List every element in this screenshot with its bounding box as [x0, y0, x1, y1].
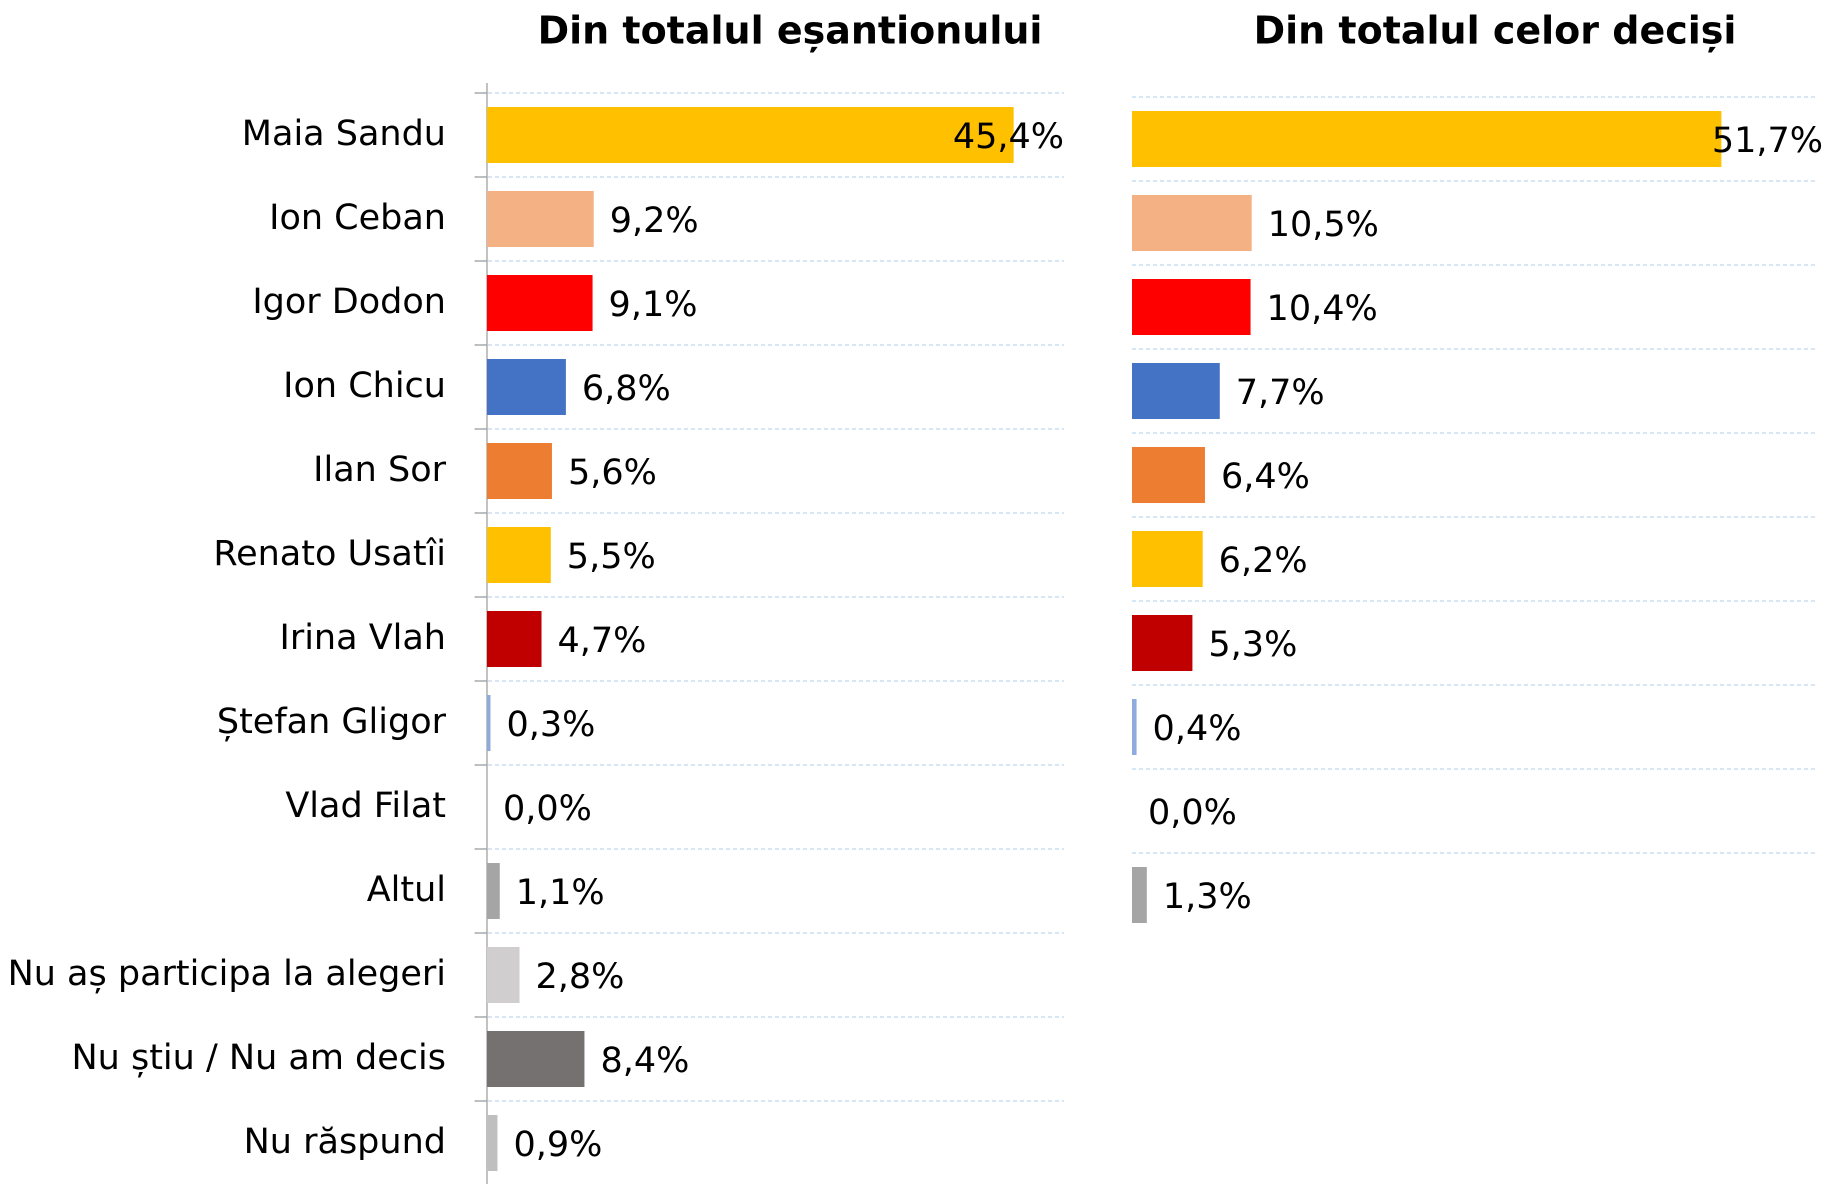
bar	[1132, 531, 1203, 587]
data-label: 1,1%	[516, 873, 605, 913]
bar	[487, 191, 594, 247]
data-label: 10,5%	[1268, 205, 1379, 245]
chart-title: Din totalul eșantionului	[538, 9, 1043, 53]
data-label: 2,8%	[535, 957, 624, 997]
bar	[1132, 867, 1147, 923]
data-label: 0,9%	[513, 1125, 602, 1165]
bar	[1132, 699, 1137, 755]
category-label: Nu aș participa la alegeri	[8, 954, 446, 994]
bar	[487, 695, 491, 751]
category-label: Renato Usatîi	[213, 534, 446, 574]
bar	[487, 275, 593, 331]
category-label: Nu știu / Nu am decis	[71, 1038, 446, 1078]
data-label: 0,0%	[503, 789, 592, 829]
data-label: 6,4%	[1221, 457, 1310, 497]
bar	[1132, 615, 1193, 671]
bar	[487, 359, 566, 415]
data-label: 0,0%	[1148, 793, 1237, 833]
bar	[1132, 195, 1252, 251]
data-label: 5,5%	[567, 537, 656, 577]
data-label: 51,7%	[1712, 121, 1823, 161]
bar	[487, 107, 1014, 163]
category-label: Irina Vlah	[280, 618, 447, 658]
category-label: Ilan Sor	[313, 450, 446, 490]
category-label: Ștefan Gligor	[217, 702, 447, 742]
data-label: 9,1%	[609, 285, 698, 325]
data-label: 10,4%	[1267, 289, 1378, 329]
data-label: 5,6%	[568, 453, 657, 493]
category-label: Ion Ceban	[269, 198, 446, 238]
data-label: 5,3%	[1208, 625, 1297, 665]
bar	[1132, 111, 1722, 167]
category-label: Ion Chicu	[283, 366, 446, 406]
category-label: Vlad Filat	[285, 786, 446, 826]
bar	[487, 611, 542, 667]
data-label: 6,8%	[582, 369, 671, 409]
category-label: Igor Dodon	[252, 282, 446, 322]
bar	[487, 947, 520, 1003]
data-label: 0,3%	[506, 705, 595, 745]
bar	[487, 1031, 585, 1087]
chart-title: Din totalul celor deciși	[1254, 9, 1737, 53]
data-label: 9,2%	[610, 201, 699, 241]
data-label: 6,2%	[1219, 541, 1308, 581]
data-label: 1,3%	[1163, 877, 1252, 917]
bar	[1132, 363, 1220, 419]
data-label: 0,4%	[1153, 709, 1242, 749]
bar	[487, 527, 551, 583]
data-label: 7,7%	[1236, 373, 1325, 413]
bar	[487, 863, 500, 919]
data-label: 8,4%	[600, 1041, 689, 1081]
bar	[1132, 279, 1251, 335]
data-label: 45,4%	[953, 117, 1064, 157]
category-label: Altul	[367, 870, 446, 910]
bar	[487, 443, 552, 499]
bar	[1132, 447, 1205, 503]
bar	[487, 1115, 498, 1171]
category-label: Nu răspund	[244, 1122, 446, 1162]
data-label: 4,7%	[558, 621, 647, 661]
category-label: Maia Sandu	[242, 114, 446, 154]
